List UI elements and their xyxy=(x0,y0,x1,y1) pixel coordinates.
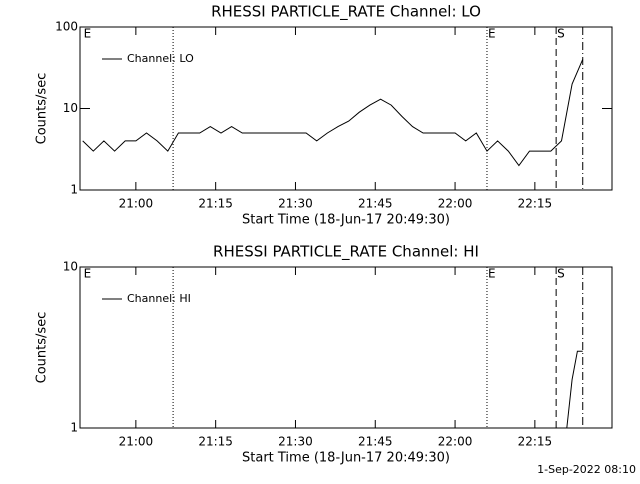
legend-label: Channel: HI xyxy=(127,292,191,305)
x-tick-label: 21:15 xyxy=(198,197,233,211)
x-tick-label: 21:30 xyxy=(278,197,313,211)
y-tick-label: 1 xyxy=(70,183,78,197)
marker-label: S xyxy=(557,27,565,41)
marker-label: E xyxy=(488,27,496,41)
legend-label: Channel: LO xyxy=(127,52,194,65)
x-tick-label: 22:00 xyxy=(438,197,473,211)
y-tick-label: 10 xyxy=(63,101,78,115)
x-axis-label: Start Time (18-Jun-17 20:49:30) xyxy=(242,213,450,228)
y-axis-label: Counts/sec xyxy=(35,312,50,384)
x-tick-label: 21:00 xyxy=(119,197,154,211)
x-axis-label: Start Time (18-Jun-17 20:49:30) xyxy=(242,451,450,466)
x-tick-label: 21:45 xyxy=(358,435,393,449)
x-tick-label: 21:30 xyxy=(278,435,313,449)
y-tick-label: 10 xyxy=(63,260,78,274)
data-line xyxy=(566,350,583,429)
x-tick-label: 21:45 xyxy=(358,197,393,211)
footer-date: 1-Sep-2022 08:10 xyxy=(537,463,636,476)
marker-label: E xyxy=(488,267,496,281)
marker-label: S xyxy=(557,267,565,281)
data-line xyxy=(82,59,584,167)
x-tick-label: 22:00 xyxy=(438,435,473,449)
y-tick-label: 100 xyxy=(55,20,78,34)
chart-title: RHESSI PARTICLE_RATE Channel: LO xyxy=(211,3,481,22)
x-tick-label: 21:15 xyxy=(198,435,233,449)
plot-frame xyxy=(79,266,613,429)
y-tick-label: 1 xyxy=(70,421,78,435)
marker-label: E xyxy=(84,27,92,41)
x-tick-label: 22:15 xyxy=(518,435,553,449)
chart-title: RHESSI PARTICLE_RATE Channel: HI xyxy=(213,243,479,262)
y-axis-label: Counts/sec xyxy=(35,73,50,145)
x-tick-label: 21:00 xyxy=(119,435,154,449)
marker-label: E xyxy=(84,267,92,281)
x-tick-label: 22:15 xyxy=(518,197,553,211)
